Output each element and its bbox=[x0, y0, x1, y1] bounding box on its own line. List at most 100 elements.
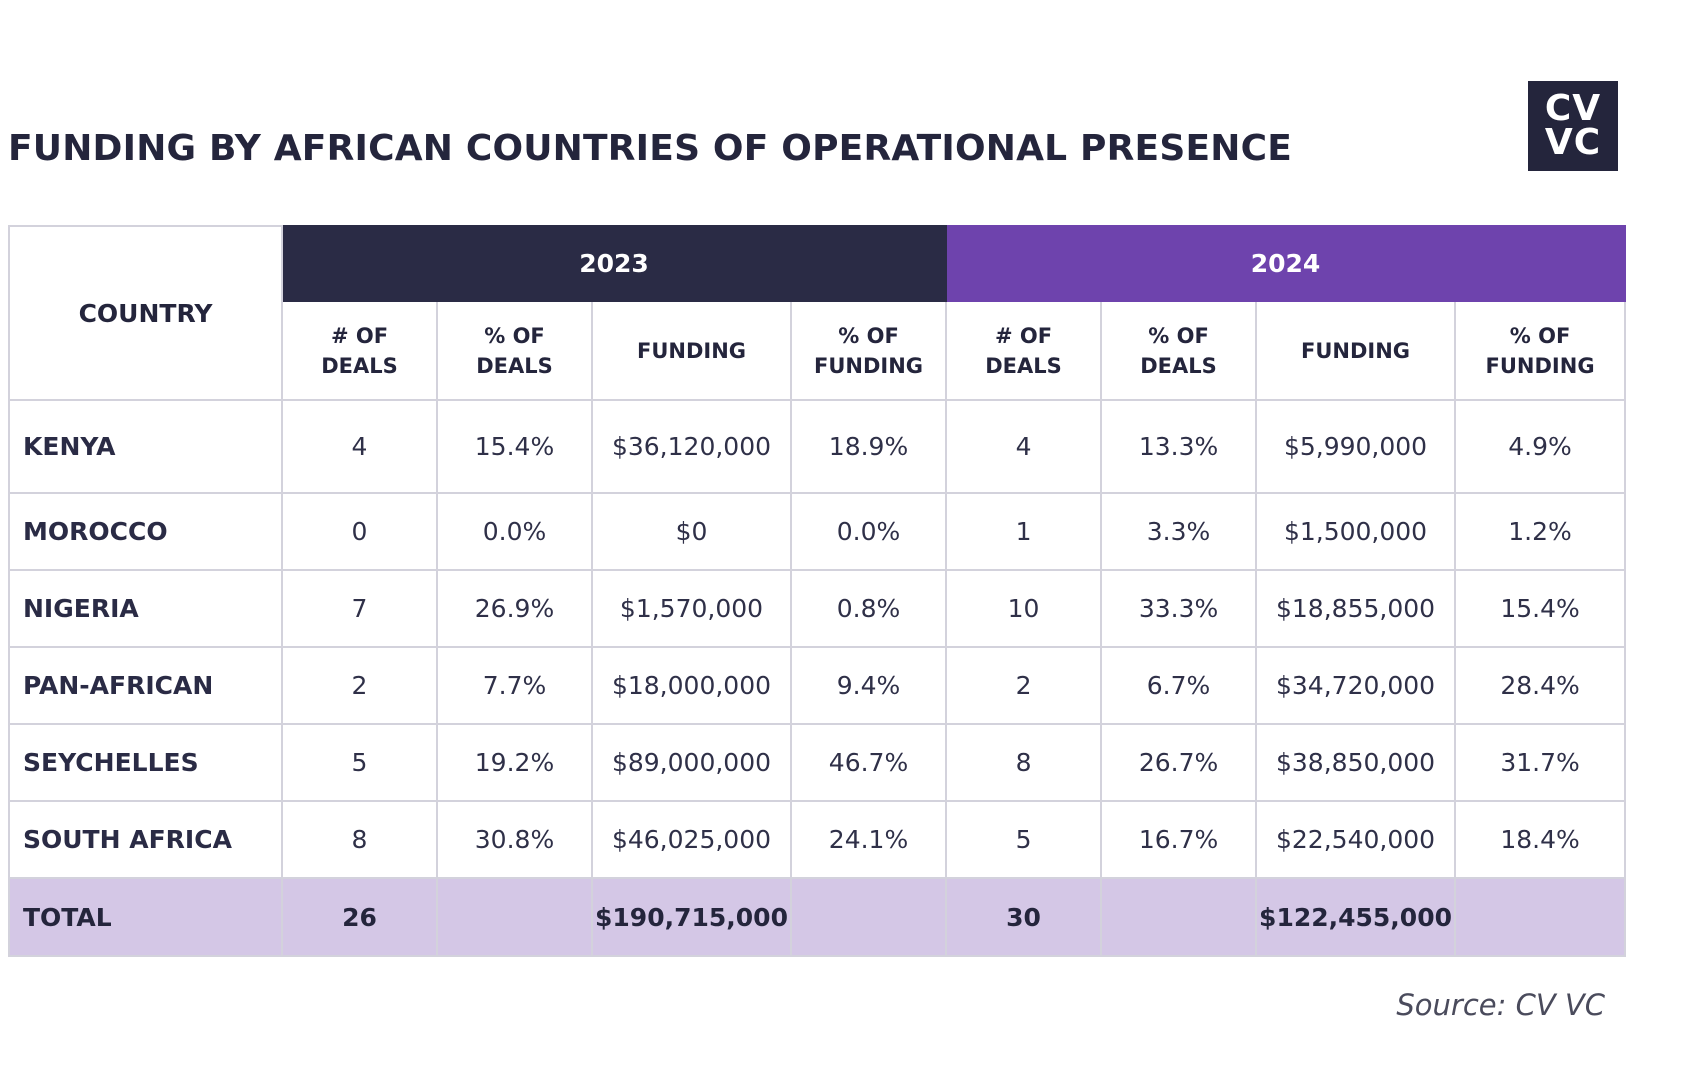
header-2024-deals-percent: % OF DEALS bbox=[1100, 300, 1258, 401]
table-row-pan-african: PAN-AFRICAN 2 7.7% $18,000,000 9.4% 2 6.7% $34,… bbox=[8, 646, 1627, 725]
header-2024-deals-count: # OF DEALS bbox=[945, 300, 1103, 401]
2023-deals-percent-cell: 26.9% bbox=[436, 569, 593, 648]
country-cell: SEYCHELLES bbox=[8, 723, 283, 802]
2023-deals-percent-cell: 15.4% bbox=[436, 399, 593, 494]
2023-deals-count-cell: 8 bbox=[281, 800, 438, 879]
total-2023-funding-percent-cell bbox=[789, 877, 948, 957]
header-2023-deals-count: # OF DEALS bbox=[281, 300, 438, 401]
2024-funding-percent-cell: 31.7% bbox=[1454, 723, 1627, 802]
table-row-south-africa: SOUTH AFRICA 8 30.8% $46,025,000 24.1% 5 16.7%… bbox=[8, 800, 1627, 879]
2024-funding-percent-cell: 28.4% bbox=[1454, 646, 1627, 725]
2023-funding-cell: $46,025,000 bbox=[591, 800, 792, 879]
2023-deals-percent-cell: 19.2% bbox=[436, 723, 593, 802]
2024-deals-count-cell: 10 bbox=[945, 569, 1103, 648]
2024-funding-cell: $18,855,000 bbox=[1255, 569, 1457, 648]
2023-funding-cell: $18,000,000 bbox=[591, 646, 792, 725]
header-text: FUNDING bbox=[636, 338, 747, 363]
2023-funding-percent-cell: 0.0% bbox=[789, 492, 948, 571]
total-2024-deals-count-cell: 30 bbox=[945, 877, 1103, 957]
country-cell: KENYA bbox=[8, 399, 283, 494]
2024-deals-count-cell: 2 bbox=[945, 646, 1103, 725]
2023-funding-cell: $1,570,000 bbox=[591, 569, 792, 648]
2024-funding-percent-cell: 1.2% bbox=[1454, 492, 1627, 571]
table-row-seychelles: SEYCHELLES 5 19.2% $89,000,000 46.7% 8 26.7% $3… bbox=[8, 723, 1627, 802]
total-2023-deals-count-cell: 26 bbox=[281, 877, 438, 957]
table-body: KENYA 4 15.4% $36,120,000 18.9% 4 13.3% $5,990,… bbox=[8, 399, 1627, 957]
header-text: # OF bbox=[994, 323, 1053, 348]
year-2024-header: 2024 bbox=[945, 225, 1627, 302]
2024-deals-count-cell: 1 bbox=[945, 492, 1103, 571]
metric-header-row: # OF DEALS % OF DEALS FUNDING % OF FUNDING # OF… bbox=[9, 300, 1627, 401]
country-column-header: COUNTRY bbox=[8, 225, 283, 401]
header-text: % OF bbox=[838, 323, 899, 348]
table-row-total: TOTAL 26 $190,715,000 30 $122,455,000 bbox=[8, 877, 1627, 957]
header-text: FUNDING bbox=[814, 353, 924, 378]
2023-funding-percent-cell: 0.8% bbox=[789, 569, 948, 648]
2024-deals-count-cell: 4 bbox=[945, 399, 1103, 494]
header-2024-funding-percent: % OF FUNDING bbox=[1454, 300, 1627, 401]
2024-funding-percent-cell: 4.9% bbox=[1454, 399, 1627, 494]
2023-funding-cell: $89,000,000 bbox=[591, 723, 792, 802]
2023-funding-percent-cell: 9.4% bbox=[789, 646, 948, 725]
2023-funding-percent-cell: 24.1% bbox=[789, 800, 948, 879]
year-header-row: COUNTRY 2023 2024 bbox=[8, 225, 1627, 401]
year-2023-header: 2023 bbox=[280, 225, 948, 302]
2024-deals-count-cell: 8 bbox=[945, 723, 1103, 802]
header-text: DEALS bbox=[1140, 353, 1217, 378]
2024-funding-cell: $38,850,000 bbox=[1255, 723, 1457, 802]
header-text: # OF bbox=[330, 323, 389, 348]
2024-funding-cell: $34,720,000 bbox=[1255, 646, 1457, 725]
country-cell: SOUTH AFRICA bbox=[8, 800, 283, 879]
2023-deals-percent-cell: 7.7% bbox=[436, 646, 593, 725]
total-2023-deals-percent-cell bbox=[436, 877, 593, 957]
header-2023-funding: FUNDING bbox=[591, 300, 792, 401]
2024-deals-percent-cell: 13.3% bbox=[1100, 399, 1258, 494]
2023-funding-cell: $0 bbox=[591, 492, 792, 571]
header-text: FUNDING bbox=[1485, 353, 1595, 378]
cvvc-logo: CV VC bbox=[1528, 81, 1618, 171]
country-cell: MOROCCO bbox=[8, 492, 283, 571]
2023-deals-percent-cell: 30.8% bbox=[436, 800, 593, 879]
header-2023-funding-percent: % OF FUNDING bbox=[789, 300, 948, 401]
header-text: DEALS bbox=[476, 353, 553, 378]
country-cell: PAN-AFRICAN bbox=[8, 646, 283, 725]
table-row-kenya: KENYA 4 15.4% $36,120,000 18.9% 4 13.3% $5,990,… bbox=[8, 399, 1627, 494]
funding-table: COUNTRY 2023 2024 # OF DEALS% OF DEALS FUND… bbox=[8, 225, 1627, 957]
2023-deals-count-cell: 7 bbox=[281, 569, 438, 648]
country-cell: NIGERIA bbox=[8, 569, 283, 648]
total-2024-deals-percent-cell bbox=[1100, 877, 1258, 957]
header-text: % OF bbox=[1509, 323, 1571, 348]
total-2024-funding-percent-cell bbox=[1454, 877, 1627, 957]
page-title: FUNDING BY AFRICAN COUNTRIES OF OPERATIO… bbox=[8, 128, 1293, 169]
header-text: FUNDING bbox=[1301, 338, 1411, 363]
2023-funding-percent-cell: 18.9% bbox=[789, 399, 948, 494]
2023-deals-count-cell: 4 bbox=[281, 399, 438, 494]
2023-deals-percent-cell: 0.0% bbox=[436, 492, 593, 571]
table-row-nigeria: NIGERIA 7 26.9% $1,570,000 0.8% 10 33.3% $18,85… bbox=[8, 569, 1627, 648]
table-row-morocco: MOROCCO 0 0.0% $0 0.0% 1 3.3% $1,500,000 1.2% bbox=[8, 492, 1627, 571]
logo-line-2: VC bbox=[1544, 122, 1602, 163]
2024-deals-percent-cell: 3.3% bbox=[1100, 492, 1258, 571]
2023-funding-percent-cell: 46.7% bbox=[789, 723, 948, 802]
2024-deals-percent-cell: 26.7% bbox=[1100, 723, 1258, 802]
2023-funding-cell: $36,120,000 bbox=[591, 399, 792, 494]
2024-deals-percent-cell: 16.7% bbox=[1100, 800, 1258, 879]
2024-funding-percent-cell: 18.4% bbox=[1454, 800, 1627, 879]
header-text: DEALS bbox=[321, 353, 398, 378]
2023-deals-count-cell: 2 bbox=[281, 646, 438, 725]
header-2023-deals-percent: % OF DEALS bbox=[436, 300, 593, 401]
2023-deals-count-cell: 5 bbox=[281, 723, 438, 802]
total-2023-funding-cell: $190,715,000 bbox=[591, 877, 792, 957]
header-text: % OF bbox=[1148, 323, 1209, 348]
total-label-cell: TOTAL bbox=[8, 877, 283, 957]
source-note: Source: CV VC bbox=[1396, 988, 1605, 1022]
header-text: DEALS bbox=[985, 353, 1062, 378]
funding-table-container: COUNTRY 2023 2024 # OF DEALS% OF DEALS FUND… bbox=[8, 225, 1627, 957]
2023-deals-count-cell: 0 bbox=[281, 492, 438, 571]
logo-line-1: CV bbox=[1544, 88, 1602, 129]
2024-deals-percent-cell: 33.3% bbox=[1100, 569, 1258, 648]
total-2024-funding-cell: $122,455,000 bbox=[1255, 877, 1457, 957]
header-2024-funding: FUNDING bbox=[1255, 300, 1457, 401]
2024-deals-count-cell: 5 bbox=[945, 800, 1103, 879]
2024-funding-cell: $1,500,000 bbox=[1255, 492, 1457, 571]
